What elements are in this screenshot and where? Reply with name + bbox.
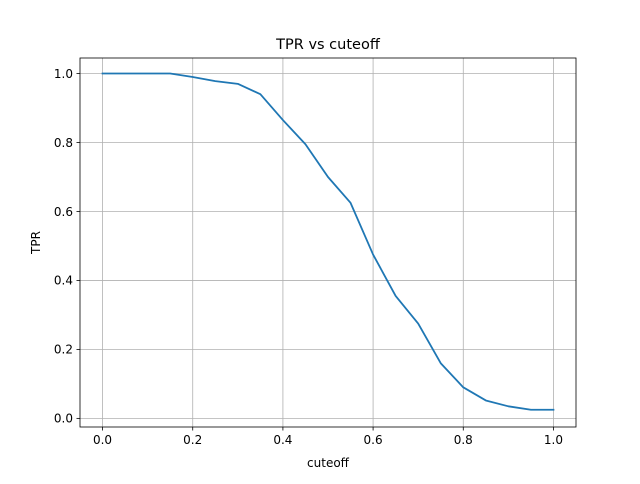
chart-title: TPR vs cuteoff: [275, 37, 381, 53]
y-tick-label: 1.0: [54, 67, 73, 81]
series-layer: [101, 72, 555, 411]
x-tick-label: 1.0: [544, 433, 563, 447]
y-tick-label: 0.0: [54, 412, 73, 426]
series-line-tpr: [101, 72, 555, 411]
x-tick-label: 0.4: [273, 433, 292, 447]
x-tick-label: 0.8: [454, 433, 473, 447]
y-tick-label: 0.8: [54, 136, 73, 150]
plot-area: [80, 58, 576, 427]
x-tick-label: 0.2: [183, 433, 202, 447]
x-tick-label: 0.6: [364, 433, 383, 447]
y-tick-label: 0.4: [54, 274, 73, 288]
y-tick-label: 0.2: [54, 343, 73, 357]
y-axis-label: TPR: [29, 231, 43, 255]
tick-marks: 0.0 0.2 0.4 0.6 0.8 1.0 0.0 0.2 0.4 0.6 0.8 1.0: [54, 67, 563, 447]
x-tick-label: 0.0: [93, 433, 112, 447]
axes-frame: [79, 57, 577, 428]
y-tick-label: 0.6: [54, 205, 73, 219]
x-axis-label: cuteoff: [307, 456, 350, 470]
